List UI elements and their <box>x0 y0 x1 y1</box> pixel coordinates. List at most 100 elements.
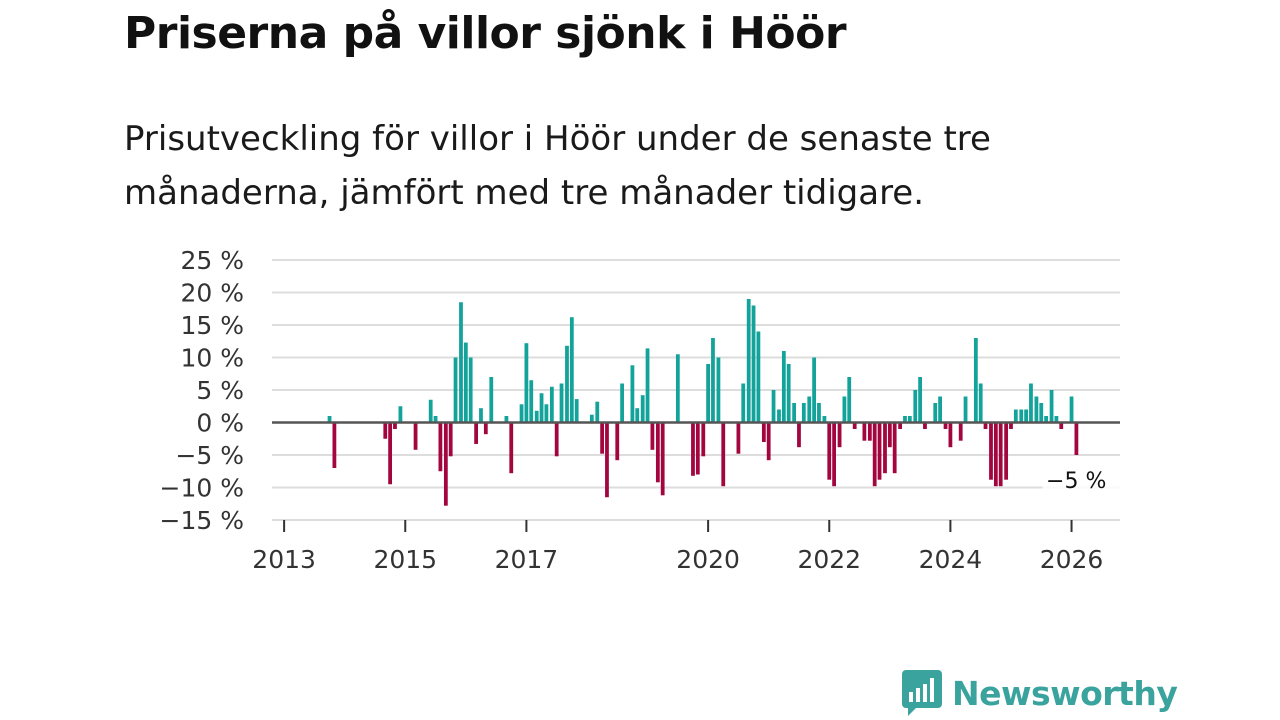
bar <box>554 422 559 457</box>
bar <box>519 404 524 423</box>
y-tick-label: 15 % <box>180 311 244 340</box>
bar <box>842 396 847 423</box>
bar <box>1009 422 1013 429</box>
bar <box>771 390 776 423</box>
bar <box>756 331 761 423</box>
bar <box>701 422 706 457</box>
bar <box>463 342 468 423</box>
bar <box>489 377 494 423</box>
y-tick-label: −5 % <box>175 441 244 470</box>
bar <box>847 377 852 423</box>
y-tick-label: 5 % <box>196 376 244 405</box>
y-tick-label: 0 % <box>196 409 244 438</box>
bar <box>973 338 978 423</box>
bar <box>736 422 741 454</box>
bar <box>479 408 483 423</box>
bar <box>1004 422 1009 480</box>
bar <box>393 422 397 429</box>
bar <box>711 338 715 423</box>
bar <box>933 403 938 423</box>
bar <box>509 422 514 474</box>
bar <box>565 345 569 423</box>
bar <box>595 401 600 423</box>
bar <box>1069 396 1074 423</box>
bar <box>827 422 832 480</box>
bar <box>1013 409 1018 423</box>
bar <box>983 422 988 429</box>
bar <box>655 422 660 483</box>
bar <box>695 422 700 475</box>
bar <box>817 403 821 423</box>
bar <box>398 406 403 423</box>
bar <box>650 422 655 450</box>
bar-chart-speech-bubble-icon <box>902 670 942 716</box>
bar <box>761 422 766 442</box>
bar <box>877 422 882 480</box>
bar <box>993 422 998 487</box>
bar <box>1019 409 1024 423</box>
bar <box>892 422 897 474</box>
bar <box>746 299 751 423</box>
bar <box>862 422 867 441</box>
bar <box>600 422 605 454</box>
bar <box>1034 396 1039 423</box>
bar <box>1054 416 1059 423</box>
bar <box>620 383 624 423</box>
bar <box>569 317 574 423</box>
bar <box>660 422 665 496</box>
bars <box>327 299 1079 506</box>
bar <box>1044 416 1048 423</box>
bar <box>1024 409 1029 423</box>
bar <box>822 416 827 423</box>
bar <box>640 395 645 423</box>
bar <box>1049 390 1054 423</box>
bar <box>918 377 923 423</box>
bar <box>413 422 418 450</box>
chart-subtitle: Prisutveckling för villor i Höör under d… <box>124 119 991 213</box>
bar <box>559 383 564 423</box>
y-tick-label: 20 % <box>180 279 244 308</box>
bar <box>1074 422 1079 455</box>
bar <box>544 404 549 423</box>
bar <box>751 305 756 423</box>
bar <box>1039 403 1044 423</box>
bar <box>716 357 721 423</box>
bar <box>691 422 695 476</box>
chart-title: Priserna på villor sjönk i Höör <box>124 8 847 59</box>
bar <box>923 422 927 429</box>
bar <box>529 380 534 423</box>
bar <box>741 383 746 423</box>
bar <box>443 422 448 506</box>
bar <box>837 422 842 448</box>
bar <box>448 422 453 457</box>
bar <box>706 364 711 423</box>
bar <box>574 399 579 423</box>
x-tick-label: 2024 <box>919 545 983 574</box>
bar <box>524 343 529 423</box>
grid-lines <box>272 259 1120 521</box>
bar <box>615 422 620 461</box>
bar <box>721 422 726 487</box>
bar <box>327 416 332 423</box>
bar <box>832 422 836 487</box>
bar <box>549 386 554 423</box>
x-tick-label: 2022 <box>797 545 861 574</box>
bar <box>1059 422 1064 429</box>
bar <box>635 408 640 423</box>
bar <box>383 422 388 439</box>
bar <box>781 351 786 423</box>
bar <box>539 393 544 423</box>
axes: 25 % 20 % 15 % 10 % 5 % 0 % −5 % −10 % −15 % 2013… <box>160 246 1121 574</box>
bar <box>459 302 463 423</box>
bar <box>801 403 806 423</box>
bar <box>675 354 680 423</box>
bar <box>958 422 963 441</box>
bar <box>989 422 993 480</box>
x-tick-label: 2015 <box>373 545 437 574</box>
y-tick-label: −15 % <box>160 506 244 535</box>
bar <box>589 414 594 423</box>
bar <box>483 422 488 435</box>
bar <box>792 403 797 423</box>
bar <box>453 357 458 423</box>
